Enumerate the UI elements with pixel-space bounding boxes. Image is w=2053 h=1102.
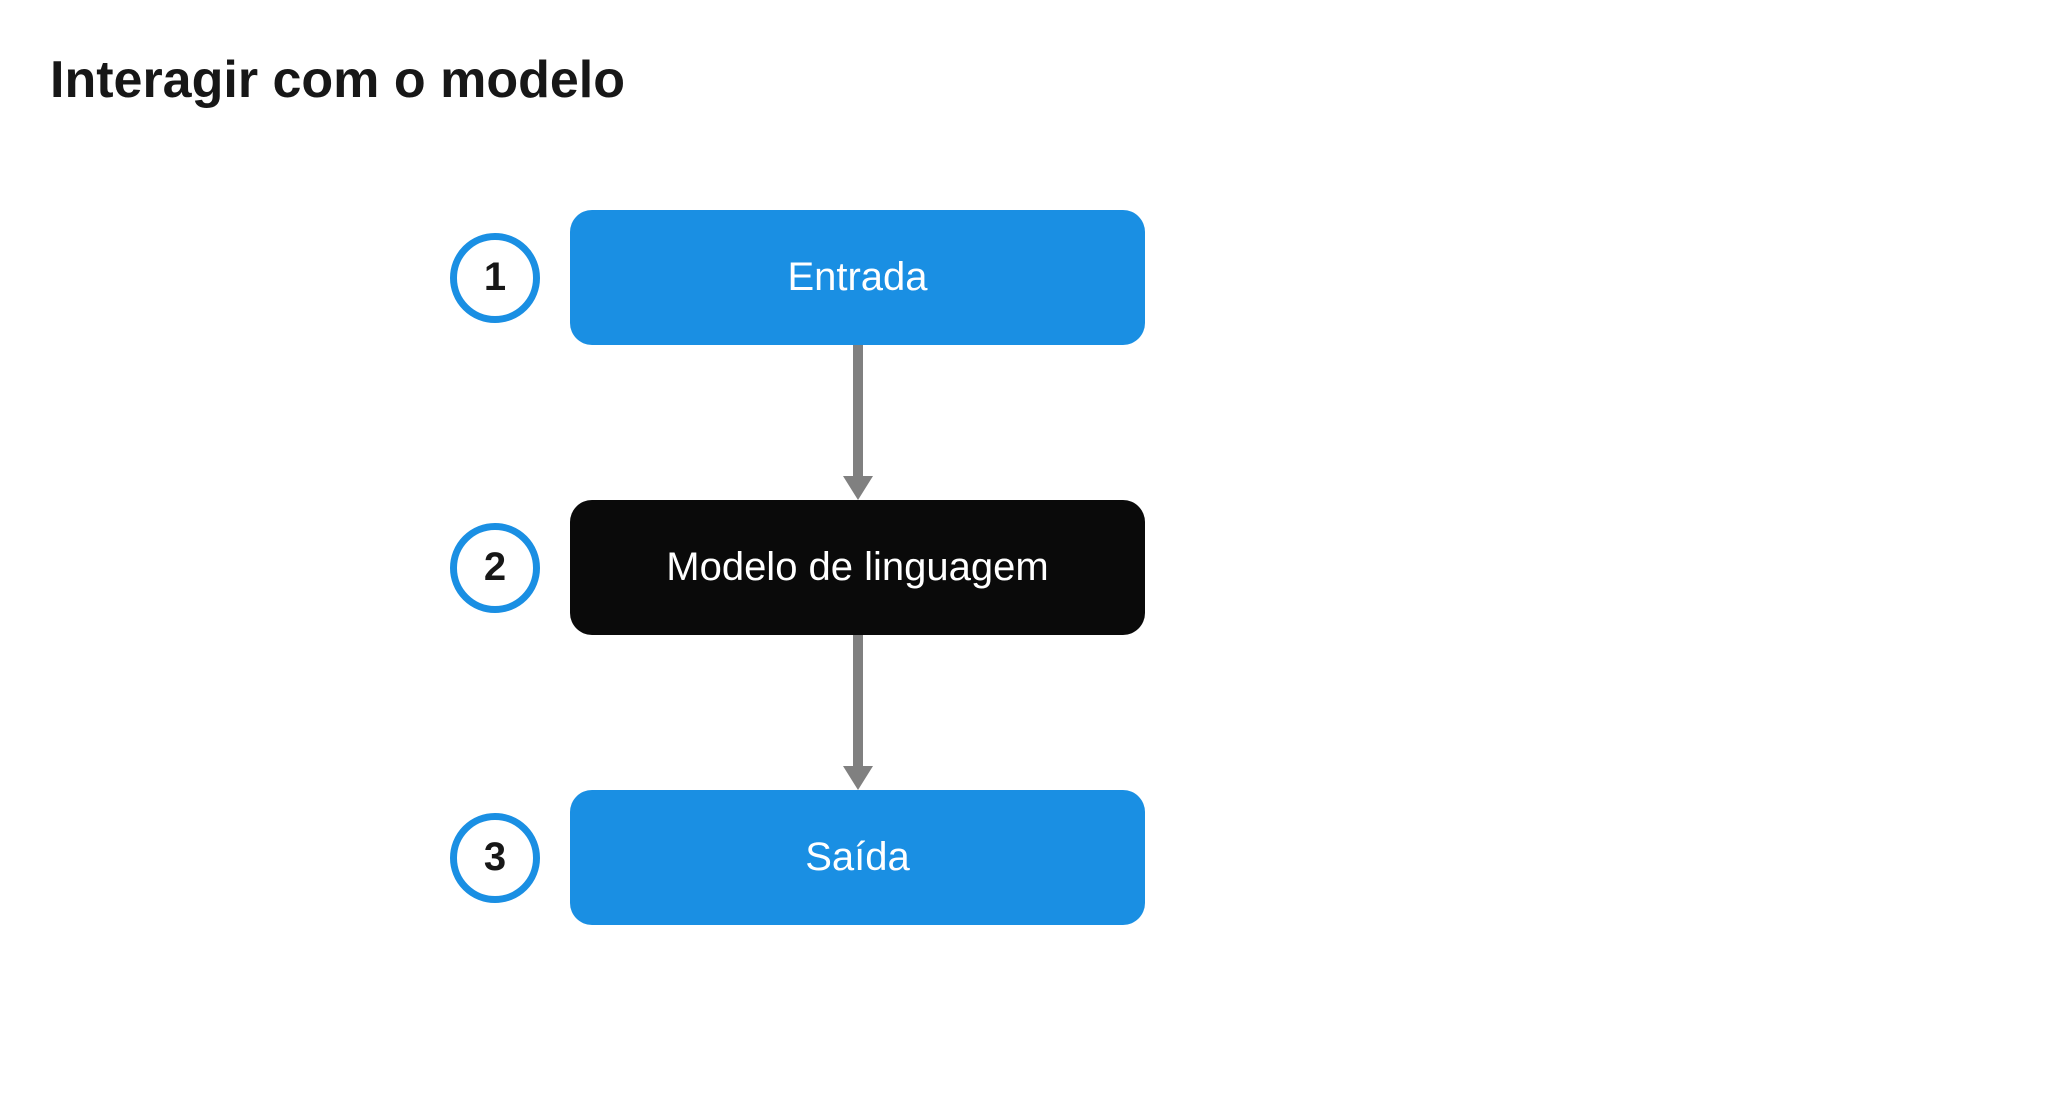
flow-step-3: 3 Saída (450, 790, 1145, 925)
flow-box-output-label: Saída (805, 835, 910, 880)
flow-box-model-label: Modelo de linguagem (666, 545, 1048, 590)
step-number-circle-1: 1 (450, 233, 540, 323)
flow-box-input: Entrada (570, 210, 1145, 345)
page-title: Interagir com o modelo (50, 50, 625, 110)
step-number-1: 1 (484, 255, 506, 300)
step-number-3: 3 (484, 835, 506, 880)
arrow-down-icon (828, 345, 888, 500)
flow-box-output: Saída (570, 790, 1145, 925)
step-number-circle-2: 2 (450, 523, 540, 613)
flow-step-2: 2 Modelo de linguagem (450, 500, 1145, 635)
arrow-down-icon (828, 635, 888, 790)
page: Interagir com o modelo 1 Entrada 2 Model… (0, 0, 2053, 1102)
flow-box-input-label: Entrada (787, 255, 927, 300)
flow-box-model: Modelo de linguagem (570, 500, 1145, 635)
flow-step-1: 1 Entrada (450, 210, 1145, 345)
step-number-circle-3: 3 (450, 813, 540, 903)
step-number-2: 2 (484, 545, 506, 590)
